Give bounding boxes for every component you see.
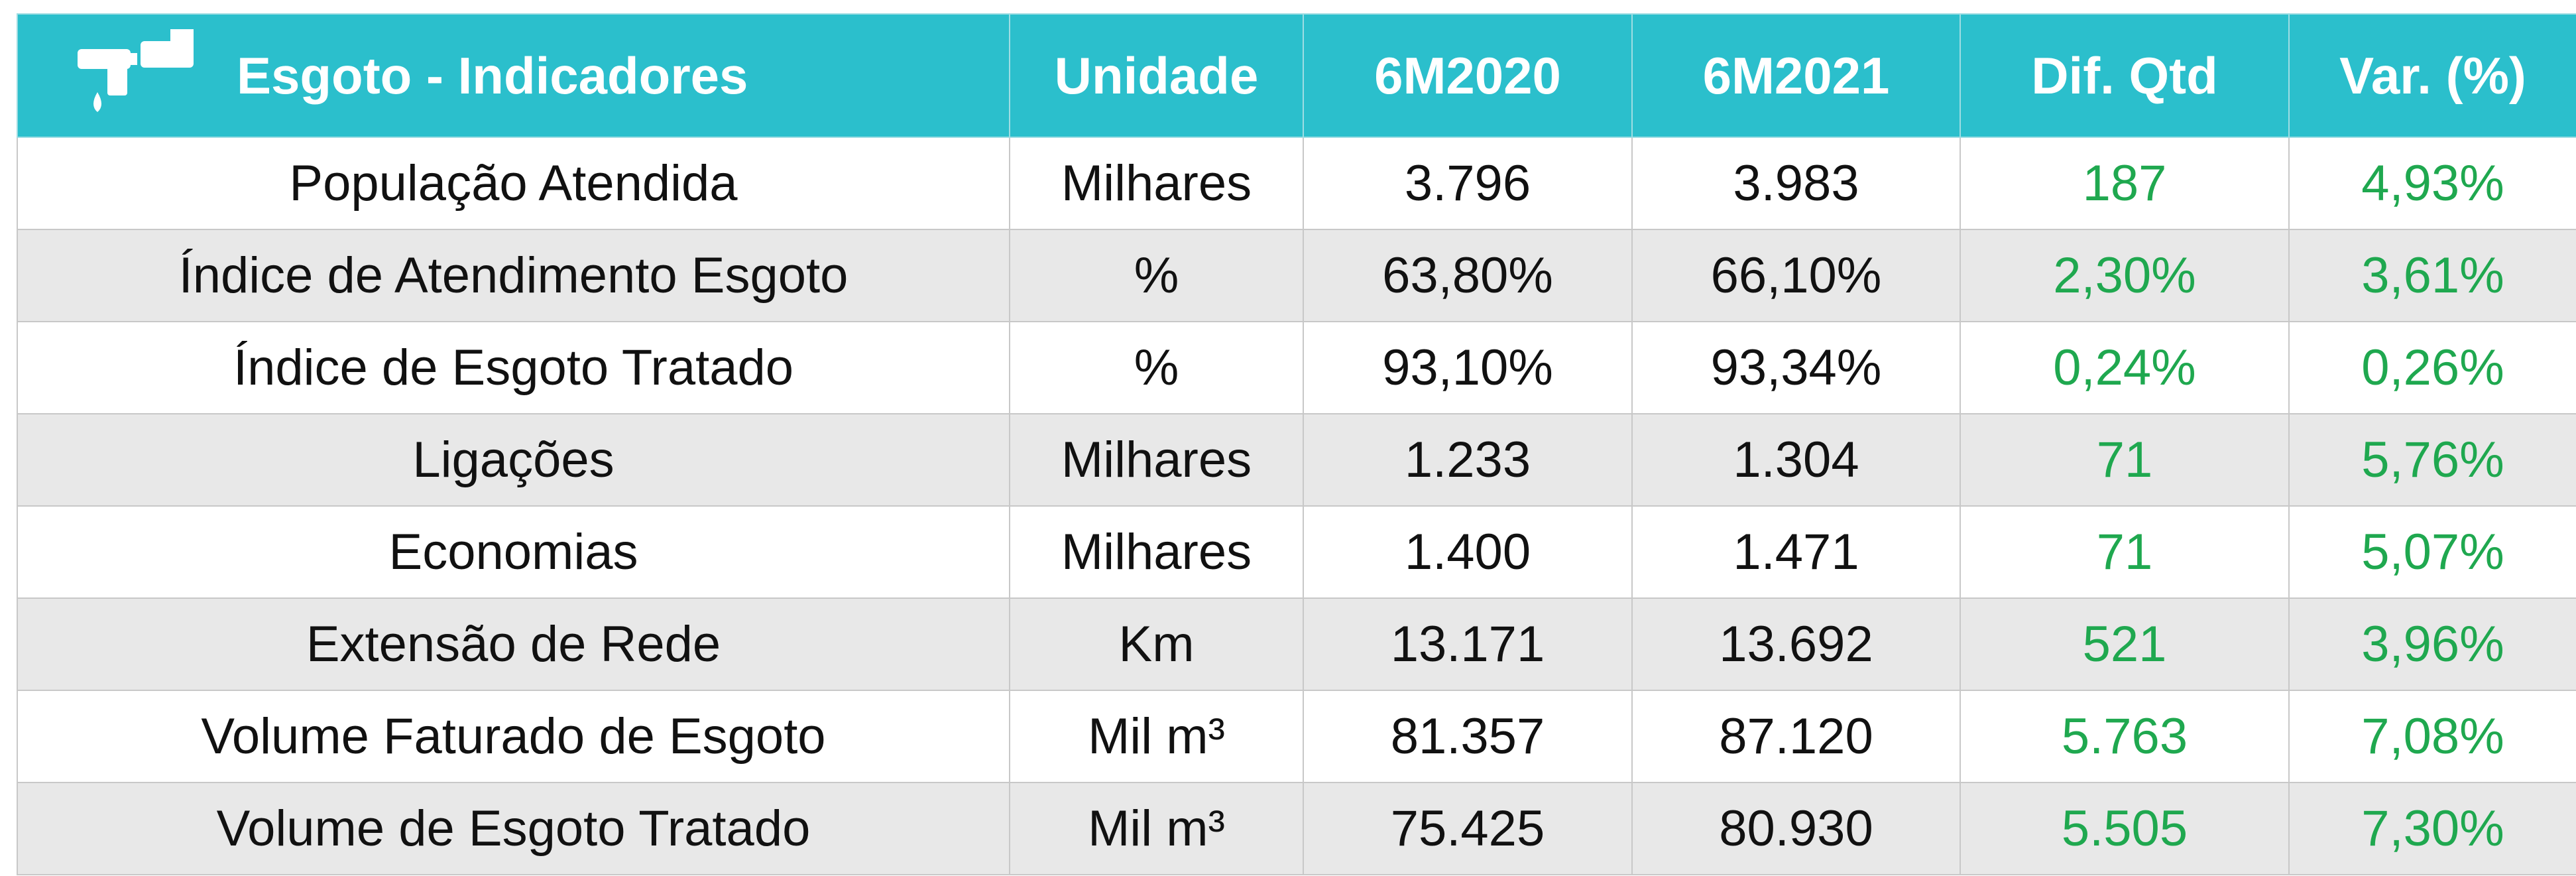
table-cell: Km <box>1009 597 1304 691</box>
table-cell: 4,93% <box>2288 137 2576 230</box>
table-cell: 3.796 <box>1303 137 1633 230</box>
table-cell: Economias <box>17 505 1010 599</box>
table-cell: 1.400 <box>1303 505 1633 599</box>
table-cell: 187 <box>1960 137 2290 230</box>
column-header: Esgoto - Indicadores <box>17 13 1010 138</box>
table-cell: Extensão de Rede <box>17 597 1010 691</box>
table-cell: 93,10% <box>1303 321 1633 414</box>
table-body: População Atendida Milhares 3.796 3.983 187 4… <box>17 137 2576 875</box>
table-cell: Índice de Esgoto Tratado <box>17 321 1010 414</box>
table-cell: 71 <box>1960 505 2290 599</box>
table-cell: 0,24% <box>1960 321 2290 414</box>
table-row: Economias Milhares 1.400 1.471 71 5,07% <box>17 505 2576 599</box>
table-cell: 13.171 <box>1303 597 1633 691</box>
indicator-table: Esgoto - Indicadores Unidade 6M2020 6M2021 D… <box>17 13 2576 875</box>
table-cell: Volume de Esgoto Tratado <box>17 782 1010 875</box>
table-cell: Milhares <box>1009 505 1304 599</box>
table-cell: 71 <box>1960 413 2290 507</box>
table-cell: 3.983 <box>1631 137 1961 230</box>
table-row: Volume Faturado de Esgoto Mil m³ 81.357 87.… <box>17 690 2576 783</box>
table-cell: 66,10% <box>1631 229 1961 322</box>
table-cell: 3,61% <box>2288 229 2576 322</box>
table-cell: 75.425 <box>1303 782 1633 875</box>
table-cell: 1.233 <box>1303 413 1633 507</box>
table-cell: Índice de Atendimento Esgoto <box>17 229 1010 322</box>
table-cell: 87.120 <box>1631 690 1961 783</box>
column-header: 6M2021 <box>1631 13 1961 138</box>
table-cell: 3,96% <box>2288 597 2576 691</box>
table-row: Extensão de Rede Km 13.171 13.692 521 3,96% <box>17 597 2576 691</box>
table-cell: % <box>1009 321 1304 414</box>
table-row: Índice de Atendimento Esgoto% 63,80% 66,10… <box>17 229 2576 322</box>
table-cell: Mil m³ <box>1009 690 1304 783</box>
table-cell: 7,08% <box>2288 690 2576 783</box>
table-row: Ligações Milhares 1.233 1.304 71 5,76% <box>17 413 2576 507</box>
table-cell: 13.692 <box>1631 597 1961 691</box>
table-row: Índice de Esgoto Tratado% 93,10% 93,34% 0,2… <box>17 321 2576 414</box>
table-cell: 7,30% <box>2288 782 2576 875</box>
table-cell: Volume Faturado de Esgoto <box>17 690 1010 783</box>
table-row: Volume de Esgoto Tratado Mil m³ 75.425 80.9… <box>17 782 2576 875</box>
header-row: Esgoto - Indicadores Unidade 6M2020 6M2021 D… <box>17 13 2576 138</box>
table-cell: 5.763 <box>1960 690 2290 783</box>
sewer-icon <box>78 29 194 112</box>
table-cell: Milhares <box>1009 413 1304 507</box>
table-cell: Mil m³ <box>1009 782 1304 875</box>
table-cell: 1.304 <box>1631 413 1961 507</box>
table-cell: 80.930 <box>1631 782 1961 875</box>
table-row: População Atendida Milhares 3.796 3.983 187 4… <box>17 137 2576 230</box>
column-header: Var. (%) <box>2288 13 2576 138</box>
table-cell: Ligações <box>17 413 1010 507</box>
table-cell: 5,76% <box>2288 413 2576 507</box>
table-cell: 0,26% <box>2288 321 2576 414</box>
column-header: 6M2020 <box>1303 13 1633 138</box>
table-cell: 5,07% <box>2288 505 2576 599</box>
table-cell: 2,30% <box>1960 229 2290 322</box>
column-header: Dif. Qtd <box>1960 13 2290 138</box>
table-cell: 63,80% <box>1303 229 1633 322</box>
table-cell: 93,34% <box>1631 321 1961 414</box>
table-cell: Milhares <box>1009 137 1304 230</box>
table-cell: 81.357 <box>1303 690 1633 783</box>
column-header: Unidade <box>1009 13 1304 138</box>
table-cell: População Atendida <box>17 137 1010 230</box>
table-cell: 1.471 <box>1631 505 1961 599</box>
table-cell: % <box>1009 229 1304 322</box>
table-cell: 5.505 <box>1960 782 2290 875</box>
table-cell: 521 <box>1960 597 2290 691</box>
